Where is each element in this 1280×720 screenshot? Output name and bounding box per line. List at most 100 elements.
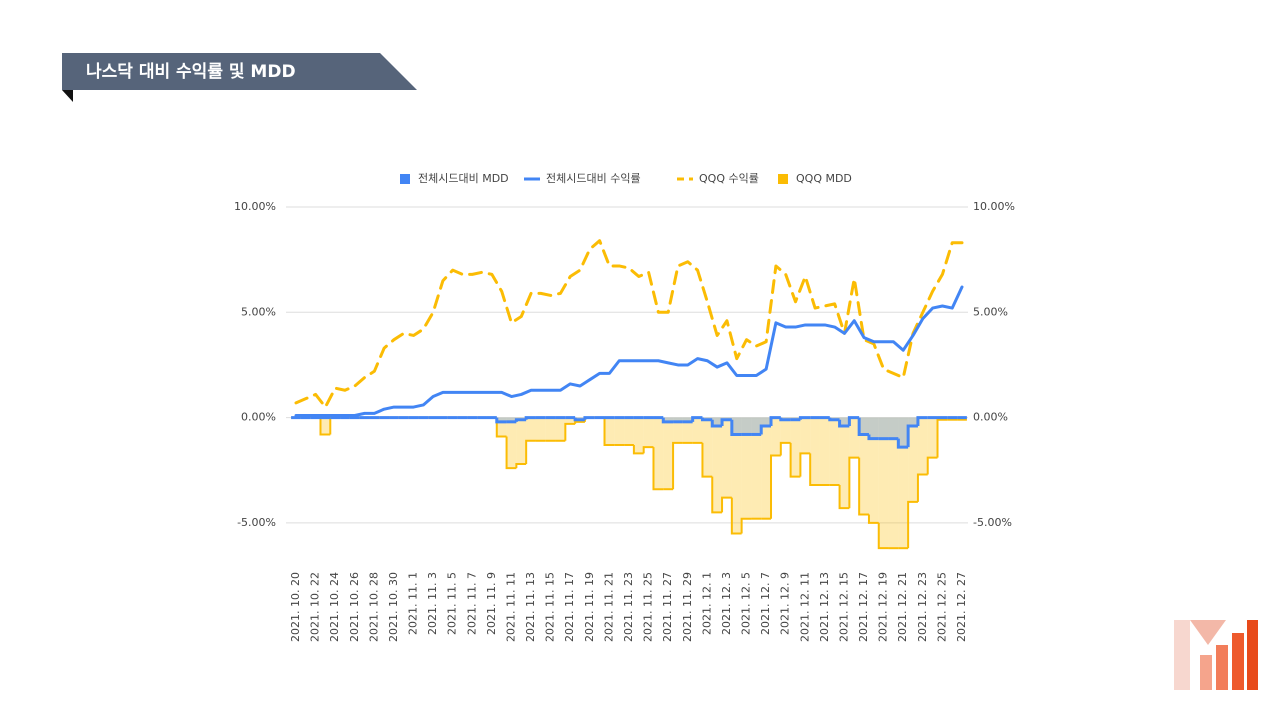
x-tick-label: 2021. 11. 29 xyxy=(681,572,694,642)
mdd-edge xyxy=(789,442,801,478)
mdd-edge xyxy=(916,473,928,502)
mdd-edge xyxy=(661,417,674,424)
mdd-bar xyxy=(878,417,889,439)
mdd-bar xyxy=(780,417,791,443)
title-banner xyxy=(62,53,417,90)
mdd-edge xyxy=(838,485,850,510)
logo xyxy=(1174,620,1258,690)
mdd-edge xyxy=(916,416,928,427)
x-tick-label: 2021. 10. 28 xyxy=(367,572,380,642)
x-tick-label: 2021. 12. 13 xyxy=(818,572,831,642)
mdd-edge xyxy=(711,476,723,514)
mdd-edge xyxy=(799,452,811,477)
mdd-bar xyxy=(819,417,830,485)
mdd-bar xyxy=(908,417,918,427)
x-tick-label: 2021. 11. 13 xyxy=(524,572,537,642)
mdd-edge xyxy=(642,446,654,454)
mdd-edge xyxy=(495,417,507,424)
y-tick-label: -5.00% xyxy=(237,516,276,529)
mdd-area xyxy=(291,416,967,550)
mdd-edge xyxy=(583,416,595,420)
mdd-bar xyxy=(663,417,674,490)
mdd-bar xyxy=(320,417,331,435)
x-tick-label: 2021. 12. 23 xyxy=(916,572,929,642)
mdd-bar xyxy=(829,417,840,485)
mdd-edge xyxy=(867,434,879,441)
y-tick-label: 0.00% xyxy=(241,411,276,424)
mdd-bar xyxy=(731,417,742,534)
mdd-edge xyxy=(877,522,889,550)
mdd-edge xyxy=(574,420,585,424)
mdd-bar xyxy=(692,417,703,443)
mdd-bar xyxy=(535,417,546,441)
mdd-edge xyxy=(691,416,703,422)
x-tick-label: 2021. 12. 27 xyxy=(955,572,968,642)
mdd-edge xyxy=(867,514,879,524)
mdd-edge xyxy=(319,417,331,436)
mdd-bar xyxy=(496,417,507,422)
mdd-bar xyxy=(888,417,899,549)
mdd-bar xyxy=(849,417,860,458)
mdd-bar xyxy=(888,417,899,439)
series-line xyxy=(294,285,964,417)
x-tick-label: 2021. 11. 9 xyxy=(485,572,498,635)
mdd-bar xyxy=(722,417,732,498)
legend-swatch xyxy=(400,174,410,184)
x-tick-label: 2021. 11. 5 xyxy=(446,572,459,635)
mdd-edge xyxy=(632,444,644,455)
mdd-bar xyxy=(927,417,938,458)
mdd-edge xyxy=(573,417,585,422)
mdd-bar xyxy=(898,417,909,448)
x-tick-label: 2021. 12. 5 xyxy=(740,572,753,635)
mdd-edge xyxy=(907,500,918,549)
mdd-bar xyxy=(917,417,928,475)
mdd-bar xyxy=(761,417,772,519)
mdd-bar xyxy=(643,417,654,448)
mdd-bar xyxy=(898,417,909,549)
mdd-edge xyxy=(329,416,341,435)
mdd-edge xyxy=(525,439,536,464)
x-tick-label: 2021. 10. 20 xyxy=(289,572,302,642)
mdd-bar xyxy=(673,417,683,422)
mdd-edge xyxy=(730,419,742,436)
mdd-bar xyxy=(712,417,723,427)
x-tick-label: 2021. 11. 7 xyxy=(465,572,478,635)
x-tick-label: 2021. 11. 15 xyxy=(544,572,557,642)
legend-label: 전체시드대비 수익률 xyxy=(546,172,641,185)
mdd-edge xyxy=(524,416,536,420)
banner-fold xyxy=(62,90,73,102)
mdd-edge xyxy=(906,424,918,448)
legend-label: QQQ 수익률 xyxy=(699,172,759,185)
mdd-bar xyxy=(565,417,576,424)
x-tick-label: 2021. 11. 27 xyxy=(661,572,674,642)
mdd-edge xyxy=(926,456,938,475)
mdd-edge xyxy=(564,422,576,441)
mdd-bar xyxy=(526,417,536,441)
mdd-edge xyxy=(847,416,860,427)
mdd-bar xyxy=(771,417,781,456)
x-tick-label: 2021. 12. 19 xyxy=(877,572,890,642)
x-tick-label: 2021. 11. 17 xyxy=(563,572,576,642)
mdd-bar xyxy=(751,417,762,519)
mdd-edge xyxy=(828,417,840,422)
mdd-bar xyxy=(555,417,566,441)
mdd-bar xyxy=(663,417,674,422)
mdd-edge xyxy=(515,462,527,469)
x-tick-label: 2021. 12. 7 xyxy=(759,572,772,635)
legend-label: 전체시드대비 MDD xyxy=(418,172,509,185)
mdd-bar xyxy=(751,417,762,435)
mdd-bar xyxy=(741,417,752,435)
mdd-edge xyxy=(798,416,811,420)
mdd-bar xyxy=(712,417,723,513)
x-tick-label: 2021. 11. 3 xyxy=(426,572,439,635)
mdd-bar xyxy=(868,417,879,523)
mdd-edge xyxy=(730,497,742,535)
y2-tick-label: -5.00% xyxy=(973,516,1012,529)
legend-item: 전체시드대비 MDD xyxy=(400,172,509,185)
mdd-bar xyxy=(868,417,879,439)
x-tick-label: 2021. 11. 21 xyxy=(602,572,615,642)
mdd-bar xyxy=(839,417,850,509)
legend-label: QQQ MDD xyxy=(796,172,852,185)
mdd-bar xyxy=(653,417,664,490)
